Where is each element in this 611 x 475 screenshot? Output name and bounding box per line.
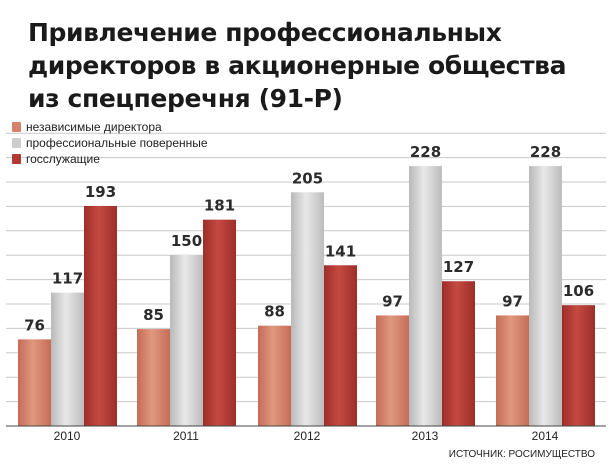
- bar-independent-2010: [18, 339, 51, 426]
- value-label: 181: [204, 197, 235, 215]
- chart-title: Привлечение профессиональных директоров …: [28, 18, 567, 113]
- value-label: 106: [563, 282, 594, 300]
- bar-attorneys-2010: [51, 292, 84, 426]
- x-tick-label: 2014: [532, 429, 559, 443]
- bar-attorneys-2011: [170, 255, 203, 426]
- bar-attorneys-2013: [409, 166, 442, 426]
- bar-independent-2012: [258, 325, 291, 426]
- bar-civil-servants-2013: [442, 281, 475, 426]
- value-label: 85: [143, 306, 164, 324]
- legend-label-civil-servants: госслужащие: [26, 152, 100, 166]
- legend-item-civil-servants: госслужащие: [12, 151, 208, 167]
- value-label: 97: [502, 292, 523, 310]
- legend-item-attorneys: профессиональные поверенные: [12, 135, 208, 151]
- value-label: 141: [325, 242, 356, 260]
- bar-attorneys-2014: [529, 166, 562, 426]
- value-label: 127: [443, 258, 474, 276]
- value-label: 205: [292, 169, 323, 187]
- legend-label-attorneys: профессиональные поверенные: [26, 136, 208, 150]
- value-label: 193: [85, 183, 116, 201]
- legend-swatch-civil-servants: [12, 154, 21, 164]
- bar-attorneys-2012: [291, 192, 324, 426]
- x-tick-label: 2013: [412, 429, 439, 443]
- bar-civil-servants-2012: [324, 265, 357, 426]
- value-label: 76: [24, 316, 45, 334]
- bar-civil-servants-2011: [203, 219, 236, 426]
- bar-independent-2011: [137, 329, 170, 426]
- value-label: 150: [171, 232, 202, 250]
- x-tick-label: 2010: [54, 429, 81, 443]
- bar-civil-servants-2010: [84, 205, 117, 426]
- value-label: 228: [530, 143, 561, 161]
- x-tick-label: 2012: [294, 429, 321, 443]
- source-note: ИСТОЧНИК: РОСИМУЩЕСТВО: [448, 449, 595, 460]
- value-label: 117: [52, 270, 83, 288]
- legend-label-independent: независимые директора: [26, 120, 162, 134]
- value-label: 97: [382, 292, 403, 310]
- legend-swatch-independent: [12, 122, 21, 132]
- legend-item-independent: независимые директора: [12, 119, 208, 135]
- bar-civil-servants-2014: [562, 305, 595, 426]
- value-label: 88: [264, 303, 285, 321]
- bar-independent-2014: [496, 315, 529, 426]
- legend-swatch-attorneys: [12, 138, 21, 148]
- x-tick-label: 2011: [173, 429, 199, 443]
- value-label: 228: [410, 143, 441, 161]
- bar-independent-2013: [376, 315, 409, 426]
- chart-legend: независимые директора профессиональные п…: [12, 119, 208, 167]
